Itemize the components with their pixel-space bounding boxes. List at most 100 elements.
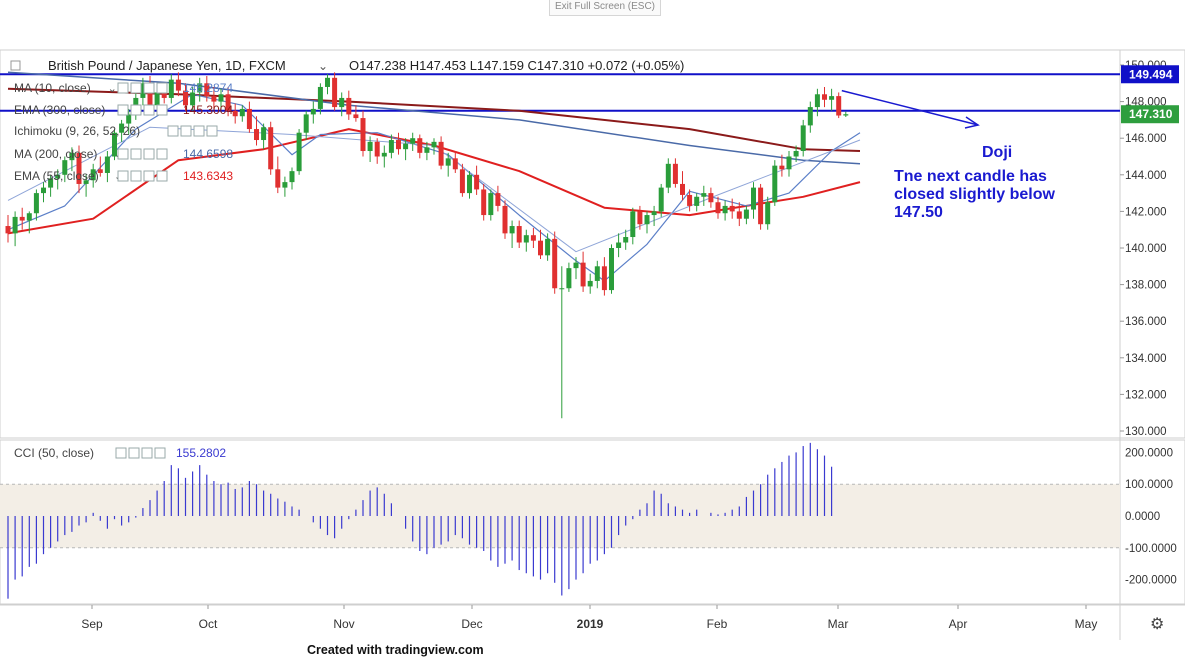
candle <box>474 174 480 190</box>
cci-control-icon <box>154 447 166 459</box>
price-label-last-bg <box>1121 105 1179 124</box>
candle <box>772 165 778 203</box>
candle <box>651 211 657 216</box>
indicator-control-icon <box>156 170 168 182</box>
candle <box>310 108 316 115</box>
candle <box>637 211 643 225</box>
price-tick-label: 138.000 <box>1125 280 1167 292</box>
candle <box>751 187 756 210</box>
candle <box>374 141 380 157</box>
candle <box>609 248 614 291</box>
time-label: Oct <box>199 617 218 631</box>
candle <box>616 242 622 248</box>
candle <box>417 138 423 153</box>
indicator-control-icon <box>130 170 142 182</box>
candle <box>381 152 387 157</box>
candle <box>793 151 799 157</box>
indicator-value: 144.6598 <box>183 147 233 161</box>
time-label: 2019 <box>577 617 604 631</box>
candle <box>481 189 487 216</box>
indicator-name: Ichimoku (9, 26, 52, 26) <box>14 124 140 138</box>
indicator-control-icon <box>117 82 129 94</box>
candle <box>104 156 110 173</box>
price-tick-label: 130.000 <box>1125 426 1167 438</box>
candle <box>403 143 409 150</box>
annotation-arrowhead <box>964 116 980 129</box>
price-tick-label: 134.000 <box>1125 353 1167 365</box>
candle <box>658 187 664 212</box>
candle <box>161 92 167 98</box>
price-tick-label: 144.000 <box>1125 170 1167 182</box>
time-label: Sep <box>81 617 103 631</box>
candle <box>282 182 288 188</box>
cci-panel <box>0 439 1185 605</box>
candle <box>33 193 39 214</box>
candle <box>530 235 536 241</box>
indicator-control-icon <box>143 104 155 116</box>
indicator-control-icon <box>167 125 179 137</box>
candle <box>254 129 259 141</box>
candle <box>190 92 196 106</box>
candle <box>545 238 551 256</box>
candle <box>112 132 117 157</box>
candle <box>346 97 352 115</box>
exit-full-screen-button[interactable]: Exit Full Screen (ESC) <box>549 0 661 16</box>
price-tick-label: 140.000 <box>1125 243 1167 255</box>
candle <box>268 127 274 170</box>
price-tick-label: 132.000 <box>1125 389 1167 401</box>
candle <box>644 215 650 225</box>
candle <box>26 213 32 221</box>
candle <box>147 83 153 106</box>
time-label: Dec <box>461 617 482 631</box>
candle <box>495 193 501 206</box>
candle <box>687 194 693 206</box>
candle <box>41 187 46 194</box>
price-label-last: 147.310 <box>1129 107 1173 121</box>
candle <box>431 141 437 148</box>
indicator-control-icon <box>156 148 168 160</box>
annotation-doji: Doji <box>982 144 1012 161</box>
annotation-arrow <box>841 89 979 126</box>
candle <box>665 163 671 188</box>
candle <box>197 83 203 93</box>
candle <box>488 193 494 216</box>
price-tick-label: 142.000 <box>1125 206 1167 218</box>
cci-control-icon <box>115 447 127 459</box>
candle <box>779 165 785 170</box>
settings-gear-icon[interactable]: ⚙ <box>1150 616 1165 633</box>
indicator-control-icon <box>206 125 218 137</box>
candle <box>467 174 472 194</box>
candle <box>601 266 607 291</box>
candle <box>332 77 338 108</box>
candle <box>672 163 678 184</box>
candle <box>736 211 742 219</box>
candle <box>708 193 714 203</box>
candle <box>814 94 820 108</box>
candle <box>701 193 707 197</box>
candle <box>396 140 401 150</box>
price-chart: 130.000 132.000 134.000 136.000 138.000 140.0… <box>0 49 1185 640</box>
candle <box>729 205 735 212</box>
candle <box>538 240 543 256</box>
candle <box>261 127 267 141</box>
top-bar: Exit Full Screen (ESC) <box>0 0 1185 16</box>
candle <box>594 266 600 281</box>
candle <box>275 169 281 188</box>
annotation-text: Tne next candle has <box>894 168 1047 185</box>
candle <box>5 226 11 234</box>
candle <box>722 205 728 214</box>
candle <box>204 83 210 97</box>
indicator-control-icon <box>117 148 129 160</box>
candle <box>580 262 586 287</box>
candle <box>140 83 146 98</box>
candle <box>126 114 132 124</box>
cci-tick-label: 0.0000 <box>1125 511 1160 523</box>
indicator-control-icon <box>143 170 155 182</box>
price-label-high: 149.494 <box>1129 67 1173 81</box>
candle <box>76 152 82 184</box>
indicator-name: MA (200, close) <box>14 147 97 161</box>
candle <box>353 114 359 119</box>
indicator-control-icon <box>117 170 129 182</box>
indicator-name: EMA (55, close) <box>14 169 99 183</box>
candle <box>587 280 593 287</box>
